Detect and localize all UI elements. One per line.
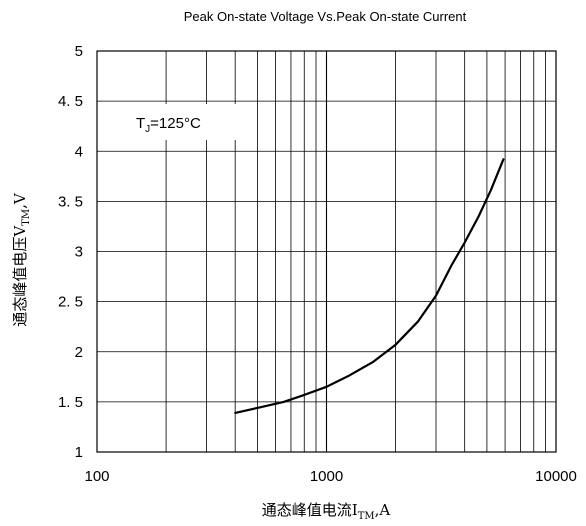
series-line <box>234 158 505 414</box>
y-tick-labels: 1 1. 5 2 2. 5 3 3. 5 4 4. 5 5 <box>58 43 83 461</box>
series-layer <box>234 158 505 414</box>
x-tick-label: 1000 <box>310 468 343 485</box>
y-tick-label: 4. 5 <box>58 93 83 110</box>
x-axis-label: 通态峰值电流ITM,A <box>262 501 391 522</box>
y-tick-label: 2. 5 <box>58 294 83 311</box>
y-tick-label: 5 <box>75 43 83 60</box>
plot-area-frame <box>96 50 557 453</box>
y-axis-label: 通态峰值电压VTM,V <box>11 192 32 327</box>
grid <box>97 51 556 452</box>
x-tick-label: 10000 <box>535 468 577 485</box>
y-tick-label: 4 <box>75 143 83 160</box>
x-tick-label: 100 <box>84 468 109 485</box>
y-tick-label: 3 <box>75 244 83 261</box>
annotation-background <box>130 104 240 140</box>
chart-title: Peak On-state Voltage Vs.Peak On-state C… <box>184 9 467 24</box>
y-tick-label: 2 <box>75 344 83 361</box>
x-tick-labels: 100 1000 10000 <box>84 468 576 485</box>
temperature-annotation: TJ=125°C <box>136 115 201 135</box>
y-tick-label: 1 <box>75 444 83 461</box>
y-tick-label: 1. 5 <box>58 394 83 411</box>
y-tick-label: 3. 5 <box>58 193 83 210</box>
